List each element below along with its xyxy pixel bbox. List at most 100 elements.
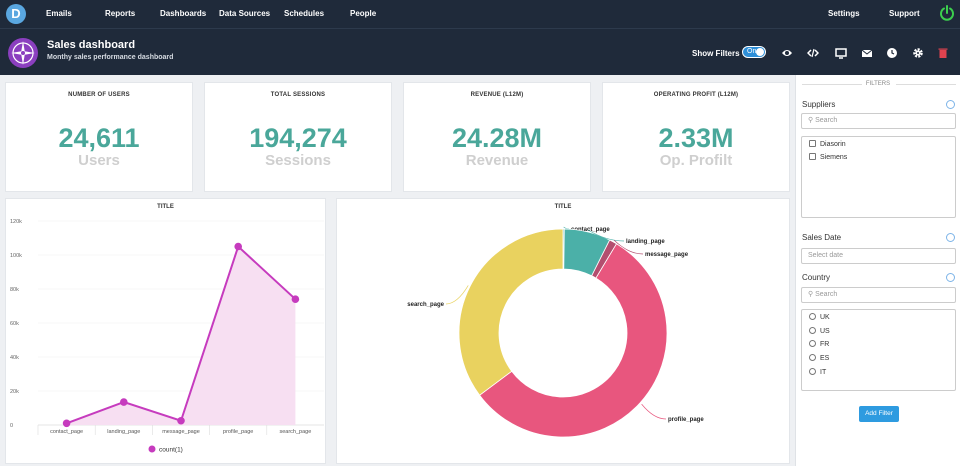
slice-label: message_page <box>645 252 689 258</box>
kpi-title: OPERATING PROFIT (L12M) <box>653 92 739 98</box>
kpi-value: 24.28M <box>451 123 543 153</box>
checkbox[interactable] <box>809 140 816 147</box>
nav-dashboards[interactable]: Dashboards <box>160 9 207 18</box>
nav-settings[interactable]: Settings <box>828 9 860 18</box>
supplier-option-label: Diasorin <box>820 141 846 148</box>
country-option[interactable]: ES <box>809 354 829 364</box>
country-option[interactable]: UK <box>809 313 830 323</box>
kpi-card-revenue: REVENUE (L12M) 24.28M Revenue <box>403 82 591 192</box>
x-tick-label: message_page <box>162 429 200 435</box>
y-tick-label: 60k <box>10 321 19 327</box>
y-tick-label: 100k <box>10 253 22 259</box>
y-tick-label: 80k <box>10 287 19 293</box>
slice-label: landing_page <box>626 239 665 245</box>
kpi-value: 2.33M <box>658 123 734 153</box>
slice-label: contact_page <box>571 227 610 233</box>
nav-schedules[interactable]: Schedules <box>284 9 325 18</box>
slice-leader-line <box>613 239 644 255</box>
country-option-label: UK <box>820 314 830 321</box>
slice-label: profile_page <box>668 417 704 423</box>
x-tick-label: search_page <box>279 429 311 435</box>
suppliers-settings-icon[interactable] <box>946 100 955 109</box>
legend-label: count(1) <box>159 447 183 454</box>
clock-icon[interactable] <box>886 47 898 59</box>
top-nav: D Emails Reports Dashboards Data Sources… <box>0 0 960 28</box>
app-logo[interactable]: D <box>6 4 26 24</box>
eye-icon[interactable] <box>781 47 793 59</box>
radio[interactable] <box>809 340 816 347</box>
country-search-input[interactable]: ⚲ Search <box>801 287 956 303</box>
kpi-card-users: NUMBER OF USERS 24,611 Users <box>5 82 193 192</box>
radio[interactable] <box>809 313 816 320</box>
x-tick-label: landing_page <box>107 429 140 435</box>
radio[interactable] <box>809 354 816 361</box>
data-point[interactable] <box>62 419 71 428</box>
kpi-title: TOTAL SESSIONS <box>270 92 326 98</box>
legend-marker <box>148 445 156 453</box>
add-filter-button[interactable]: Add Filter <box>859 406 899 422</box>
y-tick-label: 120k <box>10 219 22 225</box>
radio[interactable] <box>809 368 816 375</box>
x-tick-label: contact_page <box>50 429 83 435</box>
show-filters-label: Show Filters <box>692 49 740 58</box>
show-filters-toggle[interactable]: On <box>742 46 766 58</box>
supplier-option[interactable]: Diasorin <box>809 140 846 150</box>
nav-reports[interactable]: Reports <box>105 9 136 18</box>
y-tick-label: 40k <box>10 355 19 361</box>
trash-icon[interactable] <box>937 47 949 59</box>
country-option-label: ES <box>820 355 830 362</box>
kpi-card-profit: OPERATING PROFIT (L12M) 2.33M Op. Profil… <box>602 82 790 192</box>
slice-leader-line <box>445 285 469 305</box>
slice-label: search_page <box>407 302 444 308</box>
donut-slice[interactable] <box>479 243 668 438</box>
kpi-value: 24,611 <box>58 123 140 153</box>
donut-chart-panel: TITLE contact_page landing_page message_pa… <box>336 198 790 464</box>
supplier-option-label: Siemens <box>820 154 848 161</box>
area-chart: 0 20k 40k 60k 80k 100k 120k contact_page landing… <box>10 219 324 454</box>
country-search-placeholder: Search <box>815 291 838 298</box>
nav-people[interactable]: People <box>350 9 377 18</box>
monitor-icon[interactable] <box>835 47 847 59</box>
page-title: Sales dashboard <box>47 39 136 51</box>
sales-date-settings-icon[interactable] <box>946 233 955 242</box>
sales-date-label: Sales Date <box>802 233 842 242</box>
checkbox[interactable] <box>809 153 816 160</box>
dashboard-compass-icon <box>8 38 38 68</box>
suppliers-label: Suppliers <box>802 100 836 109</box>
country-option[interactable]: FR <box>809 340 829 350</box>
kpi-card-sessions: TOTAL SESSIONS 194,274 Sessions <box>204 82 392 192</box>
data-point[interactable] <box>177 416 185 425</box>
country-option-label: US <box>820 328 830 335</box>
radio[interactable] <box>809 327 816 334</box>
donut-chart: contact_page landing_page message_pageprof… <box>407 226 704 438</box>
suppliers-search-placeholder: Search <box>815 117 838 124</box>
country-option-label: IT <box>820 369 827 376</box>
donut-slice[interactable] <box>458 228 564 396</box>
nav-emails[interactable]: Emails <box>46 9 72 18</box>
data-point[interactable] <box>120 398 128 406</box>
filters-sidebar: FILTERS Suppliers ⚲ Search Diasorin Siem… <box>795 75 960 466</box>
data-point[interactable] <box>291 295 300 303</box>
kpi-unit: Sessions <box>265 152 331 169</box>
search-icon: ⚲ <box>808 117 814 124</box>
country-label: Country <box>802 273 831 282</box>
supplier-option[interactable]: Siemens <box>809 153 847 163</box>
series-area <box>66 246 296 425</box>
suppliers-search-input[interactable]: ⚲ Search <box>801 113 956 129</box>
sales-date-input[interactable]: Select date <box>801 248 956 264</box>
gear-icon[interactable] <box>912 47 924 59</box>
divider <box>896 84 956 85</box>
email-icon[interactable] <box>861 47 873 59</box>
country-option[interactable]: US <box>809 327 830 337</box>
chart-title: TITLE <box>157 204 174 210</box>
country-option[interactable]: IT <box>809 368 826 378</box>
country-settings-icon[interactable] <box>946 273 955 282</box>
country-option-label: FR <box>820 341 830 348</box>
power-icon[interactable] <box>939 5 955 21</box>
nav-support[interactable]: Support <box>889 9 920 18</box>
nav-data-sources[interactable]: Data Sources <box>219 9 271 18</box>
data-point[interactable] <box>234 242 242 251</box>
kpi-unit: Users <box>78 152 120 169</box>
code-icon[interactable] <box>807 47 819 59</box>
country-options-box: UK US FR ES IT <box>801 309 956 391</box>
